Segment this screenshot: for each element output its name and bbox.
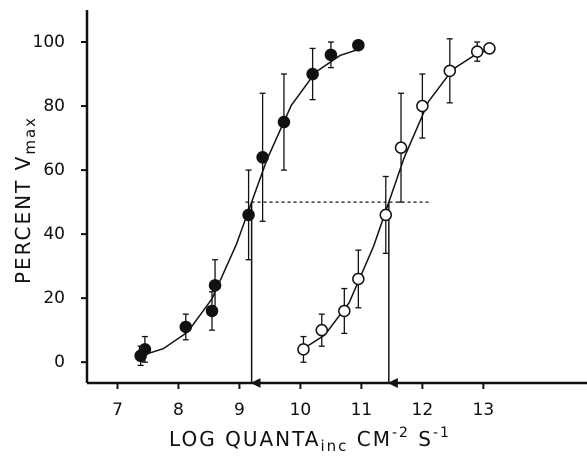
y-axis-label: PERCENT Vmax [11,116,39,284]
y-tick-label: 40 [43,224,65,244]
x-tick-label: 7 [112,400,123,420]
y-tick-label: 80 [43,96,65,116]
y-tick-label: 20 [43,288,65,308]
data-point [352,38,365,52]
data-point [352,272,365,286]
data-point [297,343,310,356]
x-axis-label: LOG QUANTAinc CM-2 S-1 [169,425,451,455]
y-tick-label: 0 [54,352,65,372]
data-point [306,67,319,81]
data-point [179,320,193,334]
data-point [416,99,429,113]
data-point [324,48,338,62]
fit-curve [138,47,362,358]
x-label-unit: S [410,427,433,451]
data-point [138,343,152,356]
data-point [379,208,393,222]
data-point [443,64,457,78]
x-tick-label: 8 [173,400,184,420]
data-point [208,279,222,292]
x-label-exp: -1 [433,425,451,441]
y-tick-label: 100 [33,32,65,52]
x-label-exp: -2 [392,425,410,441]
data-point [470,45,484,58]
data-point [394,141,408,154]
data-point [277,115,291,129]
x-tick-label: 10 [290,400,312,420]
x-tick-label: 13 [473,400,495,420]
fit-curve [300,48,493,352]
x-label-main: LOG QUANTA [169,427,320,451]
data-point [315,323,329,337]
data-point [242,208,255,222]
y-label-sub: max [21,116,39,155]
x-label-unit: CM [348,427,392,451]
data-point [338,304,351,318]
data-point [256,151,269,164]
x-tick-label: 12 [412,400,434,420]
y-tick-label: 60 [43,160,65,180]
x-tick-label: 11 [351,400,373,420]
y-label-main: PERCENT V [11,155,35,284]
data-point [483,42,496,55]
x-tick-label: 9 [234,400,245,420]
x-label-sub: inc [320,437,348,455]
